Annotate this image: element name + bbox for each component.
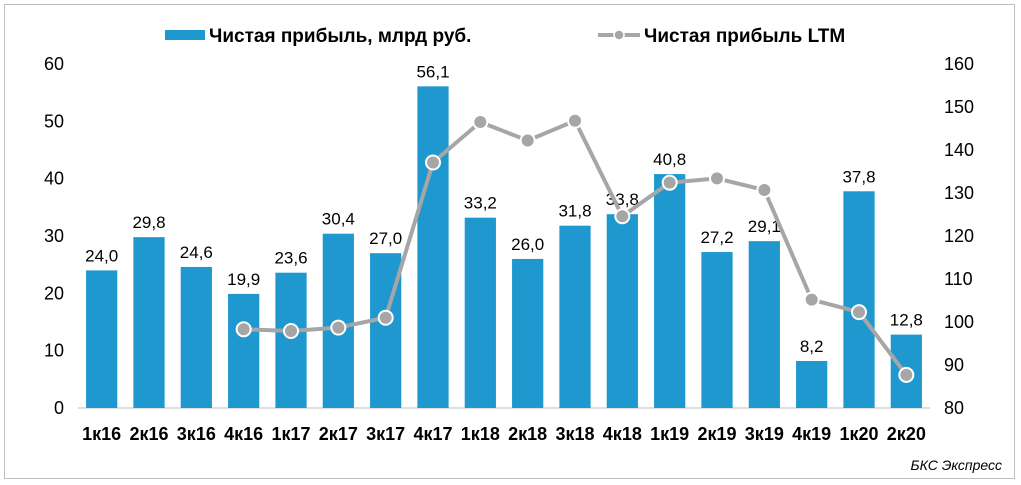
left-axis-tick-label: 40 xyxy=(44,169,64,189)
category-labels: 1к16 2к16 3к16 4к16 1к17 2к17 3к17 4к17 1к18 2к18… xyxy=(82,424,926,444)
bar xyxy=(228,293,260,408)
legend-line-marker xyxy=(613,29,625,41)
bar xyxy=(559,225,591,408)
category-label: 1к18 xyxy=(461,424,500,444)
category-label: 2к16 xyxy=(129,424,168,444)
ltm-point xyxy=(425,154,441,171)
category-label: 1к19 xyxy=(650,424,689,444)
legend-bar-label: Чистая прибыль, млрд руб. xyxy=(209,26,471,47)
bar-data-label: 29,8 xyxy=(132,213,165,232)
bar xyxy=(180,266,212,408)
category-label: 1к20 xyxy=(839,424,878,444)
legend: Чистая прибыль, млрд руб. Чистая прибыль… xyxy=(165,26,845,47)
bar-data-label: 33,2 xyxy=(464,194,497,213)
bar-data-label: 24,0 xyxy=(85,246,118,265)
category-label: 2к17 xyxy=(319,424,358,444)
bar xyxy=(133,237,165,408)
ltm-point xyxy=(756,181,773,198)
legend-line-label: Чистая прибыль LTM xyxy=(644,26,845,47)
right-axis-tick-label: 80 xyxy=(944,398,964,418)
ltm-point xyxy=(472,114,489,131)
bar-data-labels: 24,0 29,8 24,6 19,9 23,6 30,4 27,0 56,1 33,2 26,0… xyxy=(85,62,923,356)
bar-data-label: 30,4 xyxy=(322,210,355,229)
category-label: 1к16 xyxy=(82,424,121,444)
bar-data-label: 8,2 xyxy=(800,337,824,356)
bar xyxy=(417,86,449,409)
right-axis-tick-label: 150 xyxy=(944,97,974,117)
right-axis-tick-label: 120 xyxy=(944,226,974,246)
bar xyxy=(275,272,307,408)
ltm-point xyxy=(377,309,394,326)
ltm-point xyxy=(614,208,631,225)
category-label: 2к19 xyxy=(697,424,736,444)
ltm-point xyxy=(851,304,867,321)
bar-data-label: 19,9 xyxy=(227,270,260,289)
bar xyxy=(843,191,875,408)
bar-data-label: 23,6 xyxy=(274,249,307,268)
bar xyxy=(606,214,638,408)
ltm-point xyxy=(709,170,725,187)
bar xyxy=(748,241,780,408)
right-axis-tick-label: 130 xyxy=(944,183,974,203)
right-axis: 80 90 100 110 120 130 140 150 160 xyxy=(944,54,974,418)
ltm-point xyxy=(567,112,583,129)
category-label: 3к17 xyxy=(366,424,405,444)
bar-data-label: 40,8 xyxy=(653,150,686,169)
bar-data-label: 31,8 xyxy=(558,202,591,221)
category-label: 4к18 xyxy=(603,424,642,444)
ltm-line-series xyxy=(235,112,915,383)
bar-data-label: 12,8 xyxy=(890,311,923,330)
right-axis-tick-label: 160 xyxy=(944,54,974,74)
left-axis-tick-label: 20 xyxy=(44,283,64,303)
left-axis-tick-label: 10 xyxy=(44,341,64,361)
left-axis: 0 10 20 30 40 50 60 xyxy=(44,54,64,418)
right-axis-tick-label: 110 xyxy=(944,269,973,289)
bar xyxy=(86,270,118,408)
right-axis-tick-label: 140 xyxy=(944,140,974,160)
category-label: 2к20 xyxy=(887,424,926,444)
bar-data-label: 27,0 xyxy=(369,229,402,248)
left-axis-tick-label: 50 xyxy=(44,111,64,131)
bar-data-label: 26,0 xyxy=(511,235,544,254)
category-label: 3к19 xyxy=(745,424,784,444)
bar xyxy=(464,217,496,408)
legend-bar-swatch xyxy=(165,30,205,40)
left-axis-tick-label: 0 xyxy=(54,398,64,418)
right-axis-tick-label: 90 xyxy=(944,355,964,375)
left-axis-tick-label: 30 xyxy=(44,226,64,246)
bar xyxy=(654,174,686,408)
bar-data-label: 56,1 xyxy=(416,62,449,81)
category-label: 1к17 xyxy=(271,424,310,444)
ltm-point xyxy=(661,174,678,191)
ltm-point xyxy=(519,132,536,149)
bar-data-label: 24,6 xyxy=(180,243,213,262)
ltm-point xyxy=(330,319,347,336)
ltm-point xyxy=(803,291,820,308)
bar xyxy=(512,258,544,408)
category-label: 2к18 xyxy=(508,424,547,444)
source-label: БКС Экспресс xyxy=(911,457,1003,473)
right-axis-tick-label: 100 xyxy=(944,312,974,332)
bar-data-label: 37,8 xyxy=(842,167,875,186)
category-label: 3к16 xyxy=(177,424,216,444)
ltm-point xyxy=(235,321,252,338)
ltm-point xyxy=(898,366,915,383)
bar-data-label: 27,2 xyxy=(700,228,733,247)
bar xyxy=(796,360,828,408)
category-label: 4к16 xyxy=(224,424,263,444)
ltm-point xyxy=(283,323,299,340)
category-label: 4к19 xyxy=(792,424,831,444)
bar-data-label: 29,1 xyxy=(748,217,781,236)
bar-data-label: 33,8 xyxy=(606,190,639,209)
bar xyxy=(701,252,733,408)
category-label: 3к18 xyxy=(555,424,594,444)
category-label: 4к17 xyxy=(413,424,452,444)
left-axis-tick-label: 60 xyxy=(44,54,64,74)
